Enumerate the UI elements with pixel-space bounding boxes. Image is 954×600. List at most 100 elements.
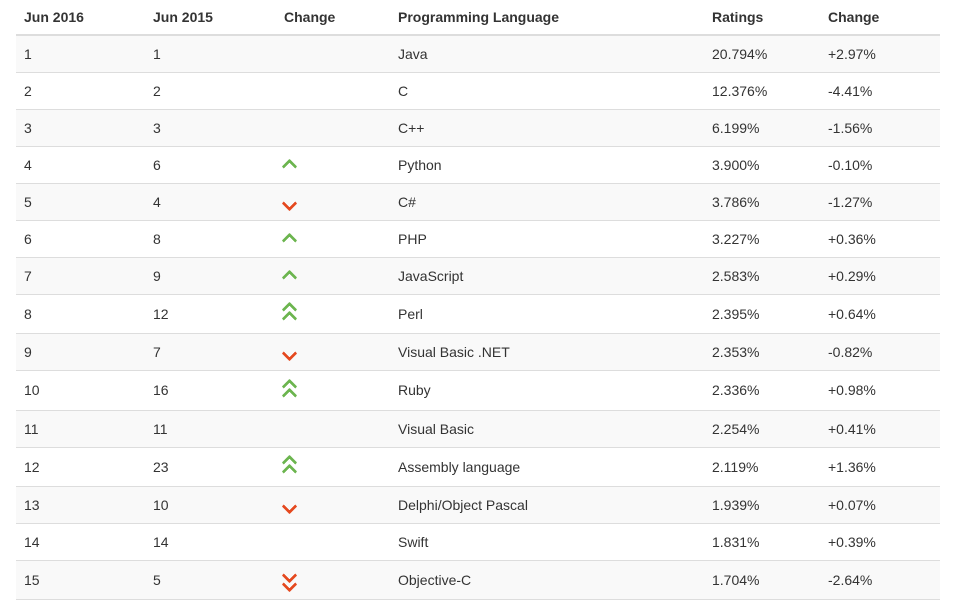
table-row: 15 5 Objective-C 1.704% -2.64% xyxy=(16,559,940,600)
language-cell: Objective-C xyxy=(390,559,704,600)
table-row: 2 2 C 12.376% -4.41% xyxy=(16,72,940,110)
change-cell xyxy=(276,333,390,371)
rank-2016-cell: 8 xyxy=(16,293,145,334)
change-pct-cell: +2.97% xyxy=(828,46,876,62)
table-row: 11 11 Visual Basic 2.254% +0.41% xyxy=(16,409,940,448)
change-pct-cell: +0.07% xyxy=(820,485,940,524)
ratings-cell: 2.353% xyxy=(704,333,820,371)
rank-2016-cell: 1 xyxy=(24,46,32,62)
change-cell xyxy=(276,370,390,411)
change-pct-cell: +0.41% xyxy=(820,409,940,448)
language-cell: Perl xyxy=(390,293,704,334)
table-row: 9 7 Visual Basic .NET 2.353% -0.82% xyxy=(16,333,940,371)
ratings-cell: 3.227% xyxy=(704,220,820,258)
change-cell xyxy=(276,446,390,487)
change-arrow-icon xyxy=(284,499,295,514)
rank-2016-cell: 3 xyxy=(16,109,145,147)
ratings-cell: 2.336% xyxy=(704,370,820,411)
language-cell: C# xyxy=(390,183,704,221)
rank-2015-cell: 14 xyxy=(145,522,276,561)
header-rank-2015: Jun 2015 xyxy=(145,0,276,36)
tiobe-index-table: Jun 2016 Jun 2015 Change Programming Lan… xyxy=(16,0,940,600)
rank-2015-cell: 3 xyxy=(145,109,276,147)
rank-2016-cell: 10 xyxy=(16,370,145,411)
change-pct-cell: +0.36% xyxy=(820,220,940,258)
change-pct-cell: +1.36% xyxy=(820,446,940,487)
change-cell xyxy=(276,146,390,184)
table-row: 4 6 Python 3.900% -0.10% xyxy=(16,146,940,184)
change-arrow-icon xyxy=(284,233,295,248)
change-arrow-icon xyxy=(284,270,295,285)
ratings-cell: 3.900% xyxy=(704,146,820,184)
ratings-cell: 3.786% xyxy=(704,183,820,221)
header-change: Change xyxy=(276,0,390,36)
change-arrow-icon xyxy=(284,346,295,361)
change-arrow-icon xyxy=(284,303,295,325)
language-cell: Python xyxy=(390,146,704,184)
rank-2016-cell: 2 xyxy=(16,72,145,110)
rank-2015-cell: 7 xyxy=(145,333,276,371)
change-arrow-icon xyxy=(284,569,295,591)
rank-2016-cell: 11 xyxy=(16,409,145,448)
rank-2015-cell: 1 xyxy=(153,46,161,62)
rank-2015-cell: 2 xyxy=(145,72,276,110)
rank-2016-cell: 15 xyxy=(16,559,145,600)
rank-2016-cell: 13 xyxy=(16,485,145,524)
change-cell xyxy=(276,485,390,524)
table-row: 13 10 Delphi/Object Pascal 1.939% +0.07% xyxy=(16,485,940,524)
rank-2015-cell: 4 xyxy=(145,183,276,221)
language-cell: Delphi/Object Pascal xyxy=(390,485,704,524)
language-cell: Visual Basic .NET xyxy=(390,333,704,371)
ratings-cell: 2.254% xyxy=(704,409,820,448)
ratings-cell: 6.199% xyxy=(704,109,820,147)
rank-2015-cell: 9 xyxy=(145,257,276,295)
change-pct-cell: -2.64% xyxy=(820,559,940,600)
rank-2016-cell: 9 xyxy=(16,333,145,371)
language-cell: C xyxy=(390,72,704,110)
rank-2016-cell: 7 xyxy=(16,257,145,295)
header-row: Jun 2016 Jun 2015 Change Programming Lan… xyxy=(16,0,940,36)
table-row: 14 14 Swift 1.831% +0.39% xyxy=(16,522,940,561)
language-cell: Assembly language xyxy=(390,446,704,487)
rank-2015-cell: 5 xyxy=(145,559,276,600)
change-arrow-icon xyxy=(284,456,295,478)
change-arrow-icon xyxy=(284,159,295,174)
ratings-cell: 1.704% xyxy=(704,559,820,600)
change-cell xyxy=(276,409,390,448)
ratings-cell: 2.119% xyxy=(704,446,820,487)
change-pct-cell: -4.41% xyxy=(820,72,940,110)
rank-2015-cell: 11 xyxy=(145,409,276,448)
rank-2015-cell: 10 xyxy=(145,485,276,524)
rank-2016-cell: 12 xyxy=(16,446,145,487)
rank-2016-cell: 4 xyxy=(16,146,145,184)
change-pct-cell: -0.10% xyxy=(820,146,940,184)
language-cell: Visual Basic xyxy=(390,409,704,448)
table-row: 3 3 C++ 6.199% -1.56% xyxy=(16,109,940,147)
change-pct-cell: -0.82% xyxy=(820,333,940,371)
ratings-cell: 1.939% xyxy=(704,485,820,524)
rank-2016-cell: 6 xyxy=(16,220,145,258)
rank-2015-cell: 6 xyxy=(145,146,276,184)
change-cell xyxy=(276,559,390,600)
change-pct-cell: +0.29% xyxy=(820,257,940,295)
language-cell: C++ xyxy=(390,109,704,147)
rank-2015-cell: 16 xyxy=(145,370,276,411)
rank-2015-cell: 12 xyxy=(145,293,276,334)
language-cell: Swift xyxy=(390,522,704,561)
language-cell: PHP xyxy=(390,220,704,258)
table-row: 6 8 PHP 3.227% +0.36% xyxy=(16,220,940,258)
change-pct-cell: -1.56% xyxy=(820,109,940,147)
change-arrow-icon xyxy=(284,196,295,211)
change-cell xyxy=(276,293,390,334)
rank-2015-cell: 8 xyxy=(145,220,276,258)
header-change-pct: Change xyxy=(820,0,940,36)
change-cell xyxy=(276,522,390,561)
table-row: 12 23 Assembly language 2.119% +1.36% xyxy=(16,446,940,487)
ratings-cell: 2.395% xyxy=(704,293,820,334)
rank-2015-cell: 23 xyxy=(145,446,276,487)
language-cell: Java xyxy=(398,46,428,62)
change-pct-cell: +0.64% xyxy=(820,293,940,334)
header-rank-2016: Jun 2016 xyxy=(16,0,145,36)
change-cell xyxy=(276,220,390,258)
